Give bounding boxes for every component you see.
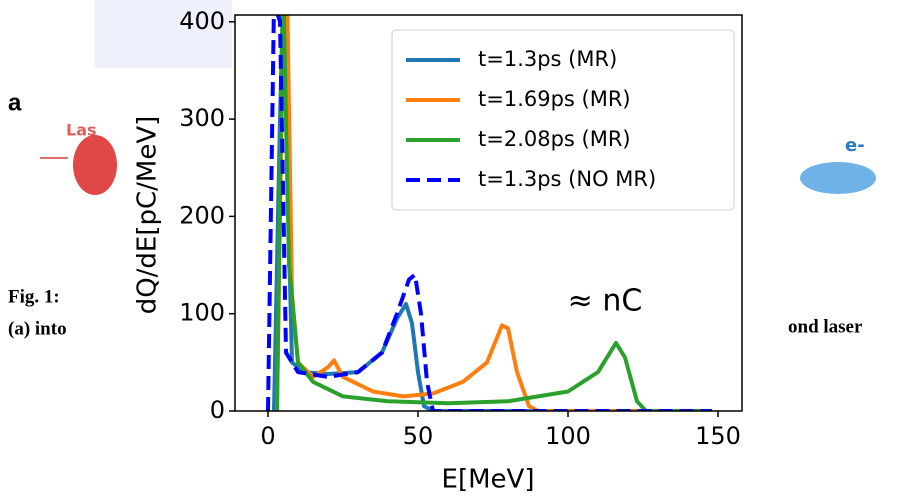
axes-frame [234, 14, 743, 412]
caption: Fig. 1: [8, 286, 60, 307]
y-axis-label: dQ/dE[pC/MeV] [133, 116, 163, 315]
caption: ond laser [788, 316, 863, 337]
legend-label: t=1.3ps (MR) [478, 47, 617, 71]
y-tick-label: 300 [179, 104, 225, 132]
laser-pulse [73, 135, 117, 195]
y-tick-label: 400 [179, 7, 225, 35]
annotation: ≈ nC [568, 284, 643, 319]
y-tick-label: 0 [210, 396, 225, 424]
legend-box [391, 29, 735, 211]
x-tick-label: 150 [695, 422, 741, 450]
laser-label: Las [66, 121, 97, 140]
legend-label: t=1.3ps (NO MR) [478, 167, 656, 191]
caption: (a) into [8, 318, 67, 339]
y-tick-label: 100 [179, 299, 225, 327]
electron-label: e- [845, 135, 865, 156]
x-tick-label: 100 [545, 422, 591, 450]
legend-label: t=1.69ps (MR) [478, 87, 631, 111]
x-tick-label: 0 [260, 422, 275, 450]
panel-letter: a [8, 89, 22, 116]
plot-lines [266, 15, 712, 411]
legend-label: t=2.08ps (MR) [478, 127, 631, 151]
x-axis-label: E[MeV] [442, 465, 535, 495]
x-tick-label: 50 [403, 422, 434, 450]
series-line [275, 15, 712, 411]
electron-bunch [800, 162, 876, 194]
figure-panel [95, 0, 232, 68]
y-tick-label: 200 [179, 201, 225, 229]
series-line [266, 15, 712, 411]
